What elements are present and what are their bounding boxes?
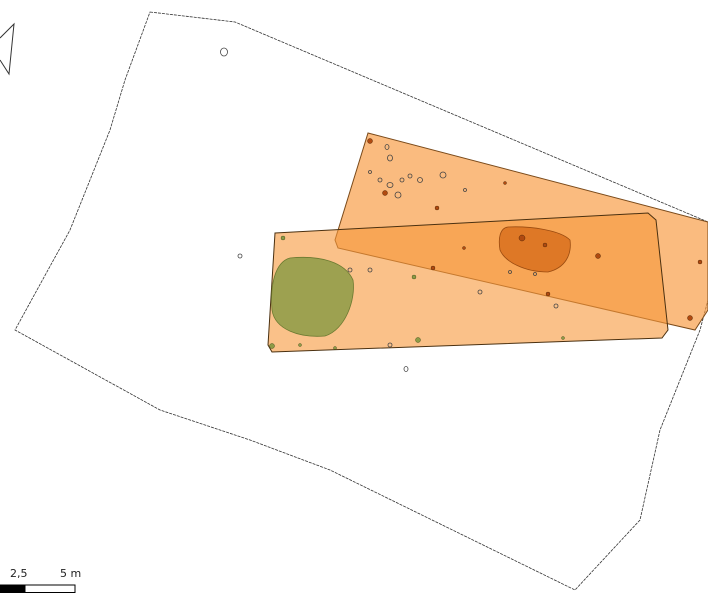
postholes [220, 47, 559, 372]
green-postholes [269, 235, 565, 350]
scale-label: 2,5 [10, 567, 28, 580]
green-feature [271, 256, 354, 337]
north-arrow [0, 22, 15, 76]
scale-label: 5 m [60, 567, 81, 580]
filled-postholes [367, 138, 703, 321]
excavation-outline [14, 11, 708, 591]
scale-bar: 2,5 5 m [0, 567, 81, 593]
dark-feature [498, 226, 571, 273]
